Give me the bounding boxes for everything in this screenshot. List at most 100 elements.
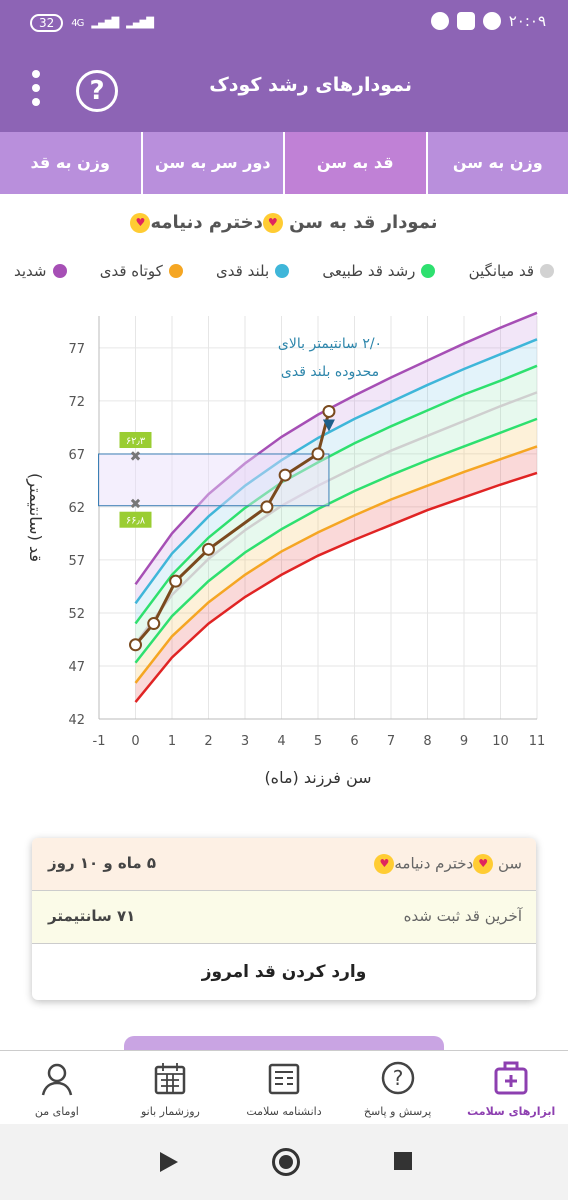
profile-icon bbox=[41, 1063, 73, 1096]
status-left: 32 4G ▂▄▆█ ▂▄▆█ bbox=[30, 14, 154, 32]
legend-label: قد میانگین bbox=[468, 262, 534, 280]
y-tick-label: 77 bbox=[68, 342, 85, 357]
more-menu-icon[interactable] bbox=[28, 70, 44, 110]
home-icon[interactable] bbox=[272, 1148, 300, 1176]
legend-item: کوتاه قدی bbox=[100, 262, 183, 280]
info-card: سن ♥دخترم دنیامه♥ ۵ ماه و ۱۰ روز آخرین ق… bbox=[32, 838, 536, 1000]
percentile-band bbox=[135, 418, 537, 683]
legend-label: شدید bbox=[14, 262, 47, 280]
y-tick-label: 42 bbox=[68, 713, 85, 728]
measurement-point bbox=[202, 542, 215, 556]
tab-weight-for-age[interactable]: وزن به سن bbox=[425, 132, 568, 194]
nav-encyclopedia[interactable]: دانشنامه سلامت bbox=[227, 1051, 341, 1125]
range-label-box bbox=[119, 431, 152, 448]
x-tick-label: 2 bbox=[204, 734, 212, 749]
percentile-curve bbox=[134, 338, 538, 605]
percentile-curve bbox=[134, 391, 538, 645]
measurement-line bbox=[134, 411, 331, 646]
chart-title: نمودار قد به سن ♥دخترم دنیامه♥ bbox=[0, 212, 568, 233]
legend-item: بلند قدی bbox=[216, 262, 290, 280]
y-axis-title: قد (سانتیمتر) bbox=[25, 473, 45, 562]
percentile-band bbox=[135, 339, 537, 624]
percentile-band bbox=[135, 446, 537, 703]
question-bubble-icon: ? bbox=[381, 1061, 414, 1095]
legend-item: قد میانگین bbox=[469, 262, 554, 280]
legend-dot bbox=[421, 264, 436, 278]
x-tick-label: 5 bbox=[314, 734, 322, 749]
age-label: سن ♥دخترم دنیامه♥ bbox=[374, 854, 522, 874]
measurement-point bbox=[311, 447, 325, 461]
nav-label: اومای من bbox=[34, 1105, 79, 1118]
nav-label: روزشمار بانو bbox=[141, 1105, 200, 1118]
annotation-text: محدوده بلند قدی bbox=[281, 364, 379, 380]
x-tick-label: 8 bbox=[423, 734, 431, 749]
nav-q-and-a[interactable]: ? پرسش و پاسخ bbox=[341, 1051, 455, 1125]
percentile-curve bbox=[134, 445, 538, 684]
status-right: ۲۰:۰۹ bbox=[430, 12, 546, 30]
legend-label: بلند قدی bbox=[216, 262, 270, 280]
nav-label: پرسش و پاسخ bbox=[363, 1105, 432, 1118]
help-button[interactable]: ? bbox=[76, 70, 118, 112]
y-tick-label: 52 bbox=[68, 607, 85, 622]
range-label: ۶۲٫۳ bbox=[126, 436, 146, 447]
nav-health-tools[interactable]: ابزارهای سلامت bbox=[454, 1051, 568, 1125]
legend-dot bbox=[275, 264, 290, 278]
y-tick-label: 47 bbox=[68, 660, 85, 675]
last-height-row: آخرین قد ثبت شده ۷۱ سانتیمتر bbox=[32, 891, 536, 944]
tab-head-for-age[interactable]: دور سر به سن bbox=[140, 132, 284, 194]
heart-eyes-emoji-icon: ♥ bbox=[262, 213, 283, 233]
page-title: نمودارهای رشد کودک bbox=[209, 74, 412, 96]
last-height-label: آخرین قد ثبت شده bbox=[403, 907, 522, 925]
percentile-curve bbox=[134, 311, 538, 586]
leaf-icon bbox=[482, 12, 501, 30]
measurement-point bbox=[129, 638, 142, 652]
enter-height-button[interactable]: وارد کردن قد امروز bbox=[201, 962, 367, 982]
tab-height-for-age[interactable]: قد به سن bbox=[283, 132, 426, 194]
back-icon[interactable] bbox=[160, 1152, 178, 1172]
percentile-curve bbox=[134, 471, 538, 703]
browser-icon bbox=[430, 12, 449, 30]
system-nav-bar bbox=[0, 1124, 568, 1200]
x-tick-label: 4 bbox=[277, 734, 285, 749]
medical-kit-icon bbox=[494, 1061, 528, 1095]
network-type: 4G bbox=[71, 17, 84, 29]
x-tick-label: 9 bbox=[460, 734, 468, 749]
svg-text:?: ? bbox=[392, 1066, 403, 1090]
range-marker: ✖ bbox=[130, 449, 142, 465]
height-for-age-chart: ✖ ۶۶٫۸ ✖ ۶۲٫۳ ۲/۰ سانتیمتر بالای محدوده بلند … bbox=[25, 311, 545, 788]
annotation-text: ۲/۰ سانتیمتر بالای bbox=[278, 336, 382, 352]
status-bar: 32 4G ▂▄▆█ ▂▄▆█ ۲۰:۰۹ bbox=[0, 0, 568, 46]
app-bar: ? نمودارهای رشد کودک bbox=[0, 46, 568, 132]
y-tick-label: 57 bbox=[68, 554, 85, 569]
battery-indicator: 32 bbox=[30, 14, 64, 32]
legend-dot bbox=[52, 264, 67, 278]
news-icon bbox=[456, 12, 475, 30]
range-box bbox=[98, 453, 330, 507]
chart-legend: شدید کوتاه قدی بلند قدی رشد قد طبیعی قد … bbox=[14, 262, 554, 280]
y-tick-label: 72 bbox=[68, 395, 85, 410]
range-label: ۶۶٫۸ bbox=[126, 516, 146, 527]
nav-lady-calendar[interactable]: روزشمار بانو bbox=[114, 1051, 228, 1125]
legend-item: شدید bbox=[14, 262, 67, 280]
age-value: ۵ ماه و ۱۰ روز bbox=[48, 854, 157, 872]
percentile-curve bbox=[134, 417, 538, 664]
percentile-band bbox=[135, 392, 537, 663]
chart-tabs: وزن به قد دور سر به سن قد به سن وزن به س… bbox=[0, 132, 568, 194]
tab-weight-for-height[interactable]: وزن به قد bbox=[30, 153, 110, 172]
percentile-band bbox=[135, 312, 537, 604]
age-row: سن ♥دخترم دنیامه♥ ۵ ماه و ۱۰ روز bbox=[32, 838, 536, 891]
legend-dot bbox=[168, 264, 183, 278]
legend-dot bbox=[540, 264, 554, 278]
last-point-arrow bbox=[322, 419, 335, 432]
range-marker: ✖ bbox=[130, 497, 142, 513]
nav-profile[interactable]: اومای من bbox=[0, 1051, 114, 1125]
measurement-point bbox=[322, 404, 336, 418]
x-tick-label: 1 bbox=[168, 734, 176, 749]
signal-icon-2: ▂▄▆█ bbox=[126, 17, 154, 29]
heart-eyes-emoji-icon: ♥ bbox=[374, 854, 395, 874]
range-label-box bbox=[119, 511, 152, 528]
y-tick-label: 67 bbox=[68, 448, 85, 463]
recent-apps-icon[interactable] bbox=[394, 1152, 412, 1170]
measurement-point bbox=[278, 468, 292, 482]
y-tick-label: 62 bbox=[68, 501, 85, 516]
